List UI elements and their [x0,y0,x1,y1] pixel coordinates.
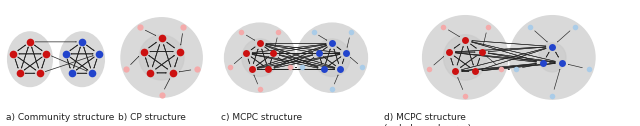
Ellipse shape [60,32,104,87]
Ellipse shape [314,39,350,76]
Text: c) MCPC structure: c) MCPC structure [221,113,302,122]
Ellipse shape [297,23,367,92]
Ellipse shape [225,23,295,92]
Ellipse shape [444,35,487,80]
Ellipse shape [509,16,595,99]
Ellipse shape [8,32,52,87]
Text: b) CP structure: b) CP structure [118,113,186,122]
Text: a) Community structure: a) Community structure [6,113,115,122]
Ellipse shape [422,16,508,99]
Ellipse shape [121,18,202,97]
Ellipse shape [242,39,278,76]
Text: d) MCPC structure
(unbalanced cores): d) MCPC structure (unbalanced cores) [384,113,471,126]
Ellipse shape [539,43,566,72]
Ellipse shape [139,35,184,80]
